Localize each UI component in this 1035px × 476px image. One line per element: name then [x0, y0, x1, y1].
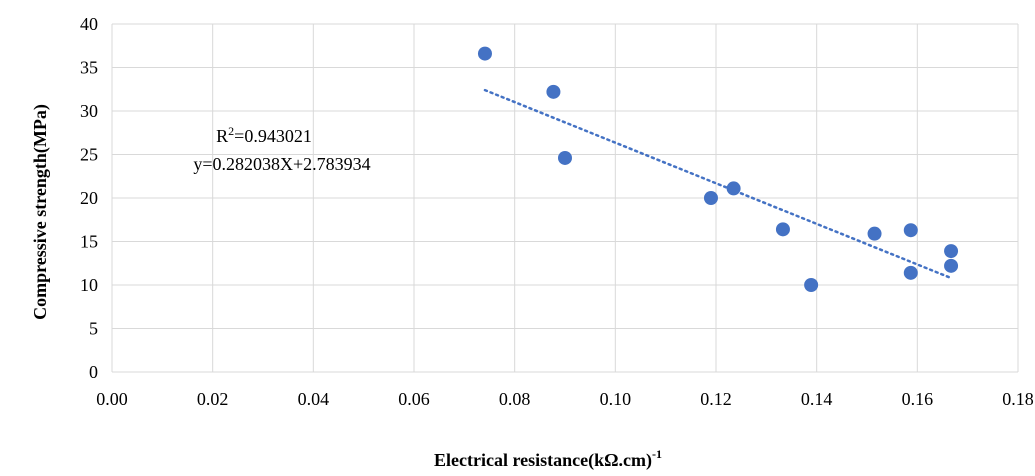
data-point [477, 46, 492, 61]
x-tick-label: 0.00 [96, 389, 128, 409]
data-point [867, 226, 882, 241]
data-point [703, 191, 718, 205]
x-tick-label: 0.16 [902, 389, 934, 409]
y-tick-label: 35 [80, 58, 98, 78]
data-point [558, 150, 572, 165]
x-tick-label: 0.04 [298, 389, 330, 409]
y-tick-label: 5 [89, 319, 98, 339]
data-point [903, 223, 918, 238]
data-point [944, 244, 959, 259]
y-tick-label: 0 [89, 362, 98, 382]
r-squared-annotation: R2=0.943021 [216, 124, 312, 146]
x-tick-label: 0.18 [1002, 389, 1034, 409]
data-point [775, 222, 790, 237]
y-axis-ticks: 0 5 10 15 20 25 30 35 40 [80, 14, 98, 382]
data-point [804, 278, 819, 292]
x-tick-label: 0.02 [197, 389, 229, 409]
y-tick-label: 20 [80, 188, 98, 208]
x-tick-label: 0.06 [398, 389, 430, 409]
data-point [903, 265, 918, 280]
trendline [483, 88, 953, 280]
x-tick-label: 0.14 [801, 389, 833, 409]
data-points [477, 46, 959, 292]
data-point [944, 258, 959, 273]
y-tick-label: 30 [80, 101, 98, 121]
x-tick-label: 0.12 [700, 389, 732, 409]
gridlines [111, 23, 1019, 373]
x-tick-label: 0.10 [600, 389, 632, 409]
y-tick-label: 10 [80, 275, 98, 295]
y-tick-label: 40 [80, 14, 98, 34]
data-point [546, 84, 561, 99]
data-point [726, 181, 741, 196]
equation-annotation: y=0.282038X+2.783934 [193, 154, 370, 174]
x-tick-label: 0.08 [499, 389, 531, 409]
y-tick-label: 15 [80, 232, 98, 252]
x-axis-label: Electrical resistance(kΩ.cm)-1 [434, 447, 662, 471]
y-tick-label: 25 [80, 145, 98, 165]
x-axis-ticks: 0.00 0.02 0.04 0.06 0.08 0.10 0.12 0.14 0.16 0.18 [96, 389, 1034, 409]
y-axis-label: Compressive strength(MPa) [30, 104, 51, 320]
